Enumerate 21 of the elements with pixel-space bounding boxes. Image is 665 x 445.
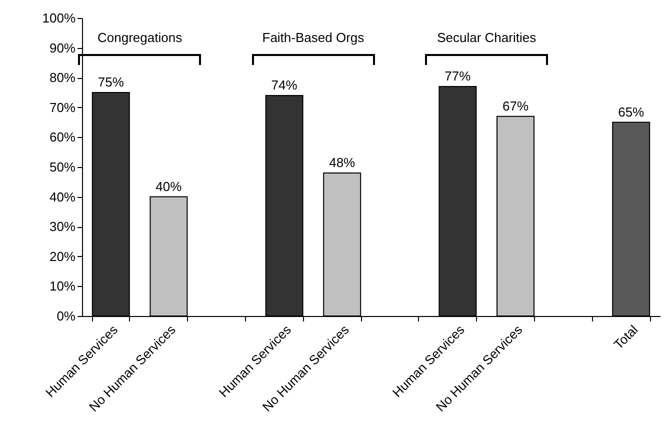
y-tick-label: 30%	[49, 219, 76, 234]
y-tick-label: 100%	[42, 10, 76, 26]
y-tick-label: 40%	[49, 189, 76, 204]
y-tick-label: 0%	[56, 308, 76, 324]
y-tick-label: 90%	[49, 40, 76, 56]
y-tick-label: 10%	[49, 278, 76, 294]
y-tick-label: 70%	[49, 100, 76, 115]
annotation: Secular Charities	[437, 30, 536, 45]
y-tick-label: 60%	[49, 130, 76, 145]
y-tick-label: 50%	[49, 160, 76, 174]
data-label: 75%	[98, 74, 124, 90]
y-tick-label: 80%	[49, 70, 76, 86]
data-label: 67%	[502, 98, 529, 114]
data-label: 48%	[329, 154, 356, 170]
data-label: 77%	[444, 68, 472, 84]
annotation: Congregations	[98, 30, 182, 45]
y-tick-label: 20%	[49, 248, 76, 264]
data-label: 74%	[271, 77, 298, 92]
data-label: 65%	[618, 104, 645, 120]
data-label: 40%	[156, 178, 182, 194]
annotation: Faith-Based Orgs	[262, 30, 364, 45]
